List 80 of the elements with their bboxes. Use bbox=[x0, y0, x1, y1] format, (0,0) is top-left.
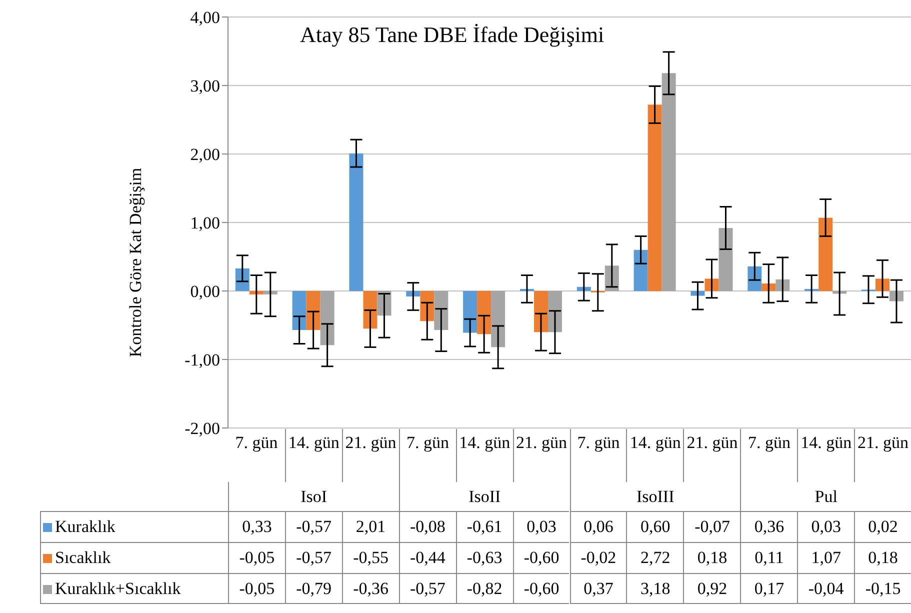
bar bbox=[434, 291, 448, 330]
bar bbox=[548, 291, 562, 332]
x-tick-label: 7. gün bbox=[570, 429, 626, 482]
x-tick-label: 21. gün bbox=[854, 429, 911, 482]
data-label: 0,18 bbox=[683, 542, 740, 573]
data-label: 0,18 bbox=[854, 542, 911, 573]
y-tick-label: -2,00 bbox=[184, 419, 220, 438]
data-label: -0,82 bbox=[456, 573, 513, 604]
data-label: 2,72 bbox=[626, 542, 684, 573]
text: Pul bbox=[740, 482, 911, 511]
data-label: -0,55 bbox=[342, 542, 399, 573]
y-tick-label: 0,00 bbox=[190, 282, 220, 302]
bar bbox=[718, 228, 733, 291]
y-tick-label: 4,00 bbox=[190, 8, 220, 28]
data-label: -0,57 bbox=[284, 542, 342, 573]
data-label: -0,08 bbox=[398, 511, 456, 542]
x-tick-label: 14. gün bbox=[284, 429, 342, 482]
data-label: -0,79 bbox=[284, 573, 342, 604]
data-label: -0,36 bbox=[342, 573, 399, 604]
bar bbox=[491, 291, 506, 348]
data-label: 0,03 bbox=[512, 511, 570, 542]
x-tick-label: 21. gün bbox=[683, 429, 740, 482]
text: IsoI bbox=[228, 482, 399, 511]
data-label: -0,57 bbox=[284, 511, 342, 542]
bar bbox=[463, 291, 478, 333]
y-tick-label: -1,00 bbox=[184, 350, 220, 370]
data-label: 1,07 bbox=[797, 542, 854, 573]
data-label: -0,05 bbox=[228, 573, 285, 604]
data-label: -0,04 bbox=[797, 573, 854, 604]
bar bbox=[634, 250, 648, 291]
x-tick-label: 7. gün bbox=[234, 432, 279, 454]
data-label: -0,15 bbox=[854, 573, 911, 604]
data-label: -0,44 bbox=[398, 542, 456, 573]
x-tick-label: 14. gün bbox=[626, 429, 684, 482]
chart-title: Atay 85 Tane DBE İfade Değişimi bbox=[300, 22, 604, 48]
text: IsoIII bbox=[570, 482, 740, 511]
bar bbox=[306, 291, 320, 330]
data-label: 0,17 bbox=[740, 573, 798, 604]
data-label: 0,33 bbox=[228, 511, 285, 542]
data-label: 0,11 bbox=[740, 542, 798, 573]
x-tick-label: 7. gün bbox=[398, 429, 456, 482]
data-label: -0,05 bbox=[228, 542, 285, 573]
data-label: -0,60 bbox=[512, 573, 570, 604]
bar bbox=[363, 291, 378, 329]
y-tick-label: 2,00 bbox=[190, 145, 220, 164]
bar bbox=[534, 291, 548, 332]
x-tick-label: 14. gün bbox=[456, 429, 513, 482]
legend-label: Kuraklık+Sıcaklık bbox=[40, 573, 228, 604]
legend-label: Kuraklık bbox=[40, 511, 228, 542]
data-label: 0,02 bbox=[854, 511, 911, 542]
bar bbox=[320, 291, 334, 346]
data-label: 0,06 bbox=[570, 511, 626, 542]
bar bbox=[818, 218, 833, 291]
legend-label: Sıcaklık bbox=[40, 542, 228, 573]
y-axis-title: Kontrole Göre Kat Değişim bbox=[126, 168, 146, 358]
data-label: 2,01 bbox=[342, 511, 399, 542]
bar bbox=[349, 153, 364, 291]
bar bbox=[292, 291, 306, 330]
x-tick-label: 14. gün bbox=[797, 429, 854, 482]
bar bbox=[662, 73, 676, 291]
bar bbox=[648, 104, 662, 291]
data-label: 3,18 bbox=[626, 573, 684, 604]
x-tick-label: 7. gün bbox=[740, 429, 798, 482]
y-tick-label: 3,00 bbox=[190, 76, 220, 96]
x-tick-label: 21. gün bbox=[342, 429, 399, 482]
data-label: 0,92 bbox=[683, 573, 740, 604]
data-label: -0,02 bbox=[570, 542, 626, 573]
data-label: -0,57 bbox=[398, 573, 456, 604]
data-label: 0,60 bbox=[626, 511, 684, 542]
x-tick-label: 21. gün bbox=[512, 429, 570, 482]
text: IsoII bbox=[398, 482, 570, 511]
y-tick-label: 1,00 bbox=[190, 214, 220, 233]
data-label: 0,36 bbox=[740, 511, 798, 542]
data-label: 0,37 bbox=[570, 573, 626, 604]
bar bbox=[477, 291, 492, 334]
data-label: -0,60 bbox=[512, 542, 570, 573]
data-label: 0,03 bbox=[797, 511, 854, 542]
data-label: -0,63 bbox=[456, 542, 513, 573]
data-label: -0,61 bbox=[456, 511, 513, 542]
data-label: -0,07 bbox=[683, 511, 740, 542]
